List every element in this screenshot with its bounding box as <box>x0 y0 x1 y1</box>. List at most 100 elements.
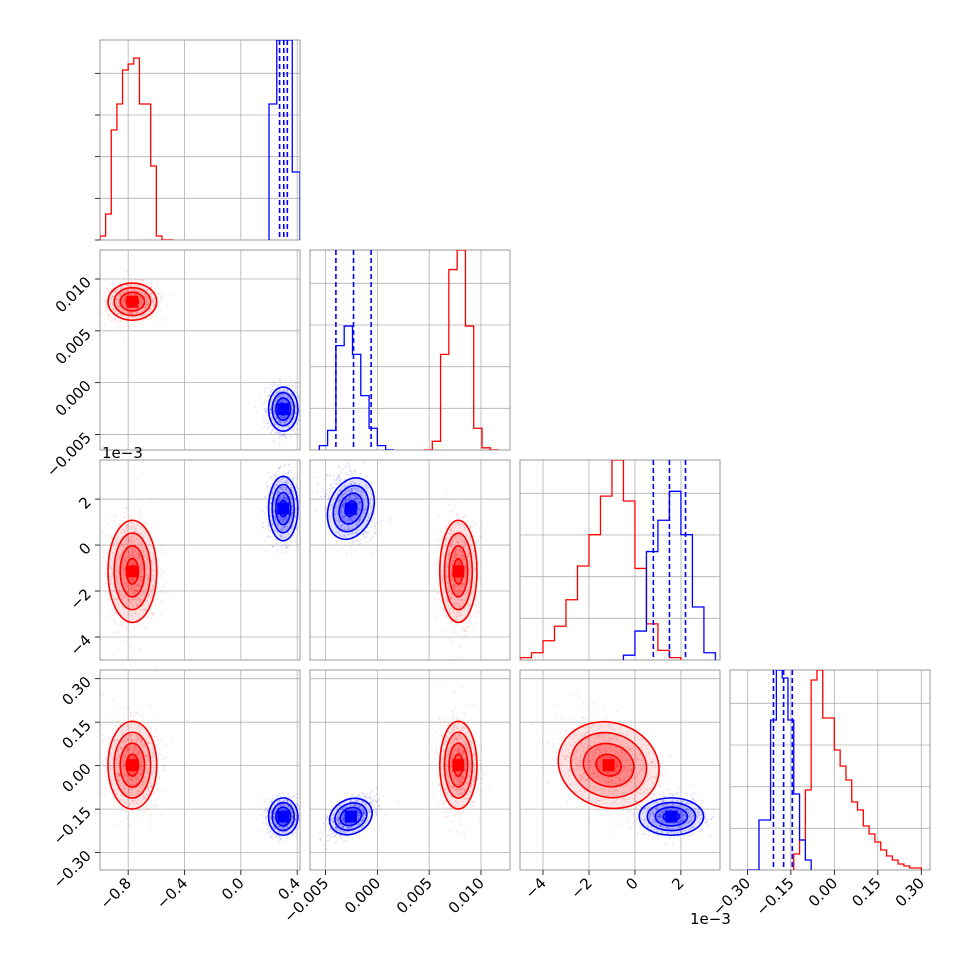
scatter-point <box>141 315 144 318</box>
scatter-point <box>119 620 122 623</box>
scatter-point <box>124 515 127 518</box>
scatter-point <box>283 422 286 425</box>
scatter-point <box>129 284 132 287</box>
scatter-point <box>145 296 148 299</box>
scatter-point <box>143 293 146 296</box>
scatter-point <box>276 417 279 420</box>
scatter-point <box>145 300 148 303</box>
scatter-point <box>296 386 299 388</box>
scatter-point <box>140 310 143 313</box>
scatter-point <box>129 293 132 295</box>
scatter-point <box>294 404 297 407</box>
scatter-point <box>104 582 107 585</box>
scatter-point <box>257 424 260 427</box>
scatter-point <box>280 401 283 404</box>
scatter-point <box>264 387 267 390</box>
scatter-point <box>278 468 281 470</box>
scatter-point <box>97 604 99 606</box>
scatter-point <box>102 556 105 558</box>
scatter-point <box>169 293 172 296</box>
scatter-point <box>295 406 297 409</box>
scatter-point <box>118 293 121 296</box>
scatter-point <box>367 532 369 535</box>
scatter-point <box>123 301 126 304</box>
scatter-point <box>119 305 122 308</box>
scatter-point <box>116 305 118 308</box>
scatter-point <box>106 307 109 310</box>
scatter-point <box>266 525 269 528</box>
scatter-point <box>445 614 448 617</box>
scatter-point <box>111 304 114 306</box>
scatter-point <box>295 392 298 394</box>
scatter-point <box>286 546 289 549</box>
scatter-point <box>443 613 446 615</box>
scatter-point <box>128 312 131 315</box>
scatter-point <box>460 500 463 503</box>
scatter-point <box>279 401 282 404</box>
scatter-point <box>127 293 129 296</box>
scatter-point <box>267 472 270 474</box>
scatter-point <box>151 612 154 615</box>
scatter-point <box>280 394 283 397</box>
scatter-point <box>129 312 132 315</box>
scatter-point <box>144 306 147 309</box>
scatter-point <box>122 302 125 305</box>
scatter-point <box>289 416 292 419</box>
scatter-point <box>263 512 266 515</box>
scatter-point <box>146 303 149 306</box>
scatter-point <box>110 298 113 301</box>
scatter-point <box>472 525 475 528</box>
scatter-panel-3-1 <box>309 669 511 871</box>
scatter-point <box>140 303 142 306</box>
scatter-point <box>435 615 438 618</box>
scatter-point <box>134 293 137 296</box>
scatter-point <box>143 307 146 310</box>
scatter-point <box>279 421 282 424</box>
scatter-point <box>150 617 153 620</box>
scatter-point <box>444 525 447 528</box>
scatter-point <box>264 539 267 542</box>
scatter-point <box>108 299 111 302</box>
scatter-point <box>138 290 141 293</box>
scatter-point <box>269 476 272 479</box>
scatter-point <box>152 301 155 304</box>
scatter-point <box>298 410 300 413</box>
scatter-point <box>160 294 163 297</box>
scatter-point <box>478 606 481 609</box>
scatter-point <box>458 656 460 659</box>
scatter-point <box>279 422 282 424</box>
scatter-point <box>100 290 102 293</box>
scatter-point <box>461 637 463 640</box>
scatter-point <box>120 300 123 303</box>
scatter-point <box>143 627 146 629</box>
scatter-point <box>475 596 478 599</box>
scatter-point <box>280 401 283 403</box>
scatter-point <box>115 297 117 300</box>
scatter-point <box>285 435 287 438</box>
scatter-point <box>274 383 277 386</box>
scatter-point <box>144 313 147 316</box>
scatter-point <box>281 401 284 404</box>
scatter-point <box>302 520 304 522</box>
scatter-point <box>368 529 371 532</box>
scatter-point <box>113 620 115 623</box>
scatter-point <box>272 439 275 442</box>
scatter-point <box>151 297 154 300</box>
scatter-point <box>132 648 135 651</box>
scatter-point <box>281 399 283 402</box>
scatter-point <box>128 316 131 319</box>
scatter-point <box>281 394 284 397</box>
scatter-point <box>139 304 142 307</box>
scatter-point <box>283 541 286 544</box>
scatter-point <box>138 624 141 626</box>
scatter-point <box>287 385 290 388</box>
scatter-point <box>283 415 286 418</box>
scatter-point <box>104 309 107 312</box>
scatter-point <box>463 627 466 630</box>
scatter-point <box>147 302 150 305</box>
scatter-point <box>288 463 291 465</box>
scatter-point <box>275 542 278 545</box>
scatter-point <box>128 312 130 315</box>
scatter-point <box>162 585 165 588</box>
scatter-point <box>105 296 107 299</box>
